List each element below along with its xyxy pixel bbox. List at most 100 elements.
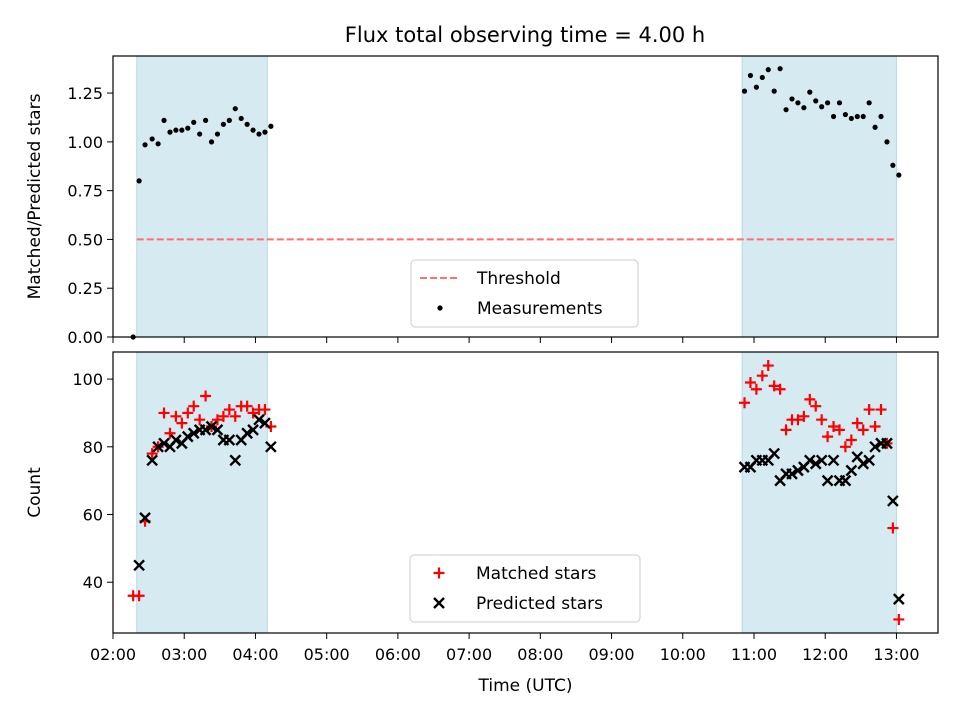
matched-star-point-8 — [176, 417, 188, 429]
x-tick-label-9: 11:00 — [731, 645, 777, 664]
observing-interval-1 — [741, 55, 897, 338]
predicted-star-point-9 — [187, 427, 200, 440]
measurement-point-15 — [220, 121, 226, 127]
matched-star-point-12 — [200, 390, 212, 402]
predicted-star-point-49 — [892, 593, 905, 605]
predicted-star-point-12 — [205, 420, 218, 433]
y-axis-label: Count — [25, 467, 45, 518]
measurement-point-22 — [262, 129, 268, 135]
legend: Matched stars Predicted stars — [409, 554, 641, 623]
matched-star-point-24 — [739, 397, 751, 409]
x-tick-label-4: 06:00 — [375, 645, 421, 664]
legend-box — [409, 554, 641, 623]
predicted-star-point-22 — [265, 440, 277, 453]
matched-star-point-36 — [810, 400, 822, 412]
measurement-point-47 — [878, 113, 884, 120]
measurement-point-10 — [191, 119, 197, 125]
matched-star-point-43 — [851, 417, 863, 429]
matched-star-point-28 — [762, 360, 774, 372]
figure-title: Flux total observing time = 4.00 h — [345, 23, 705, 47]
legend-predicted-swatch — [433, 597, 445, 609]
matched-star-point-10 — [188, 400, 200, 412]
x-tick-label-5: 07:00 — [446, 645, 492, 664]
matched-star-point-47 — [875, 404, 887, 416]
measurement-point-27 — [759, 74, 765, 81]
matched-star-point-31 — [780, 424, 792, 436]
y-tick-label-2: 80 — [83, 438, 103, 457]
predicted-star-point-37 — [821, 474, 834, 487]
matched-star-point-11 — [194, 414, 206, 426]
measurement-point-24 — [741, 88, 748, 94]
matched-star-point-22 — [259, 404, 271, 416]
y-tick-label-3: 0.75 — [67, 182, 103, 201]
matched-star-point-49 — [887, 522, 899, 534]
measurement-point-42 — [848, 115, 854, 122]
x-axis-label: Time (UTC) — [478, 676, 573, 696]
x-tick-label-3: 05:00 — [304, 645, 350, 664]
measurement-point-2 — [142, 142, 148, 148]
measurement-point-39 — [830, 113, 837, 120]
predicted-star-point-15 — [223, 434, 236, 446]
measurement-point-29 — [771, 88, 777, 94]
measurement-point-45 — [866, 100, 872, 106]
measurement-point-3 — [149, 136, 155, 142]
matched-star-point-20 — [247, 407, 259, 419]
matched-star-point-9 — [182, 407, 194, 419]
predicted-star-point-16 — [229, 454, 242, 467]
predicted-star-point-41 — [845, 464, 858, 477]
measurement-point-33 — [795, 100, 801, 106]
predicted-star-point-2 — [146, 454, 159, 467]
matched-star-point-17 — [229, 410, 241, 422]
predicted-star-point-11 — [199, 424, 212, 436]
measurement-point-49 — [890, 162, 896, 168]
measurement-point-40 — [836, 100, 843, 106]
predicted-star-point-3 — [152, 440, 164, 453]
measurement-point-25 — [747, 72, 754, 79]
matched-star-point-41 — [839, 441, 851, 453]
measurement-point-48 — [884, 139, 890, 145]
matched-star-point-34 — [798, 410, 810, 422]
predicted-star-point-18 — [241, 427, 253, 440]
measurement-point-34 — [801, 105, 807, 111]
measurement-point-14 — [214, 131, 221, 137]
legend: Threshold Measurements — [410, 259, 639, 328]
matched-star-point-19 — [241, 400, 253, 412]
matched-star-point-1 — [133, 590, 145, 602]
measurement-point-13 — [208, 139, 215, 145]
matched-star-point-15 — [217, 410, 229, 422]
measurement-point-1 — [136, 178, 142, 184]
measurement-point-16 — [226, 117, 232, 123]
predicted-star-point-28 — [768, 447, 781, 460]
matched-star-point-33 — [792, 414, 804, 426]
matched-star-point-40 — [833, 424, 845, 436]
measurement-point-23 — [268, 123, 274, 129]
matched-star-point-44 — [857, 424, 869, 436]
x-tick-label-8: 10:00 — [660, 645, 706, 664]
axes-frame — [112, 351, 939, 634]
matched-star-point-26 — [750, 383, 762, 395]
predicted-star-point-4 — [158, 437, 170, 450]
measurement-point-28 — [765, 67, 771, 73]
measurement-point-19 — [244, 121, 250, 127]
measurement-point-11 — [197, 131, 203, 137]
observing-interval-1 — [741, 351, 897, 634]
matched-star-point-37 — [816, 414, 828, 426]
y-axis-label: Matched/Predicted stars — [25, 93, 45, 299]
measurement-point-5 — [161, 117, 167, 123]
measurement-point-30 — [777, 66, 783, 72]
observing-interval-0 — [136, 55, 268, 338]
x-tick-label-2: 04:00 — [232, 645, 278, 664]
legend-measurement-swatch — [437, 305, 443, 311]
predicted-star-point-20 — [253, 413, 265, 426]
predicted-star-point-36 — [815, 454, 828, 467]
measurement-point-37 — [819, 104, 825, 110]
legend-label-1: Predicted stars — [476, 594, 603, 614]
y-tick-label-2: 0.50 — [67, 230, 103, 249]
y-tick-label-4: 1.00 — [67, 133, 103, 152]
measurement-point-21 — [256, 131, 262, 137]
matched-star-point-39 — [828, 420, 840, 432]
matched-star-point-30 — [774, 383, 786, 395]
matched-star-point-38 — [822, 431, 834, 443]
measurement-point-26 — [753, 84, 759, 90]
